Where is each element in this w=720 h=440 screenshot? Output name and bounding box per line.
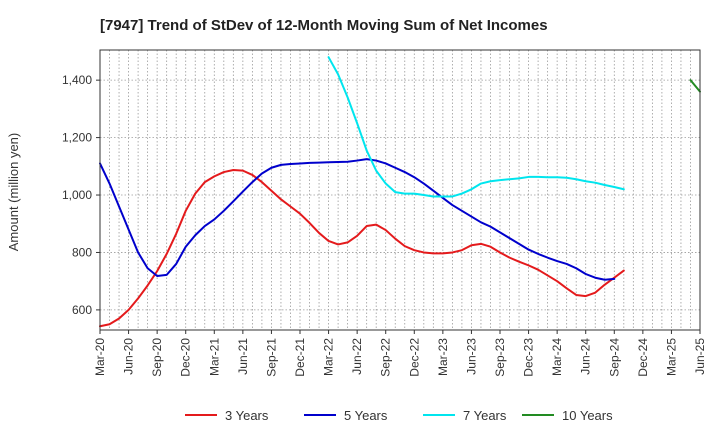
legend-label-10-years: 10 Years <box>562 408 613 423</box>
chart-title: [7947] Trend of StDev of 12-Month Moving… <box>100 17 548 34</box>
x-tick-label: Sep-23 <box>493 338 507 377</box>
y-axis-label: Amount (million yen) <box>6 133 21 252</box>
x-tick-label: Jun-24 <box>579 338 593 375</box>
y-tick-label: 1,200 <box>62 131 92 145</box>
y-tick-label: 600 <box>72 303 92 317</box>
series-line-7-years <box>327 56 625 198</box>
legend-label-3-years: 3 Years <box>225 408 269 423</box>
x-tick-label: Sep-21 <box>264 338 278 377</box>
series-lines <box>99 56 701 328</box>
grid <box>100 50 700 330</box>
x-tick-label: Dec-24 <box>636 338 650 377</box>
x-tick-label: Jun-23 <box>464 338 478 375</box>
legend-label-5-years: 5 Years <box>344 408 388 423</box>
x-tick-label: Sep-22 <box>379 338 393 377</box>
plot-frame <box>99 49 701 331</box>
y-tick-label: 800 <box>72 245 92 259</box>
x-tick-label: Sep-24 <box>607 338 621 377</box>
x-tick-label: Dec-22 <box>407 338 421 377</box>
legend-label-7-years: 7 Years <box>463 408 507 423</box>
x-tick-label: Mar-23 <box>436 338 450 376</box>
y-axis-ticks: 600 800 1,000 1,200 1,400 <box>62 73 100 317</box>
x-tick-label: Jun-20 <box>122 338 136 375</box>
x-tick-label: Mar-24 <box>550 338 564 376</box>
series-line-3-years <box>99 169 625 328</box>
x-tick-label: Mar-21 <box>207 338 221 376</box>
series-line-10-years <box>689 79 701 93</box>
x-axis-ticks: Mar-20 Jun-20 Sep-20 Dec-20 Mar-21 Jun-21 Sep-… <box>93 330 707 377</box>
x-tick-label: Dec-23 <box>522 338 536 377</box>
series-line-5-years <box>99 158 616 281</box>
x-tick-label: Jun-22 <box>350 338 364 375</box>
legend: 3 Years 5 Years 7 Years 10 Years <box>185 408 613 423</box>
x-tick-label: Dec-20 <box>179 338 193 377</box>
x-tick-label: Sep-20 <box>150 338 164 377</box>
x-tick-label: Dec-21 <box>293 338 307 377</box>
x-tick-label: Mar-22 <box>322 338 336 376</box>
x-tick-label: Mar-25 <box>664 338 678 376</box>
y-tick-label: 1,400 <box>62 73 92 87</box>
x-tick-label: Mar-20 <box>93 338 107 376</box>
x-tick-label: Jun-25 <box>693 338 707 375</box>
y-tick-label: 1,000 <box>62 188 92 202</box>
x-tick-label: Jun-21 <box>236 338 250 375</box>
